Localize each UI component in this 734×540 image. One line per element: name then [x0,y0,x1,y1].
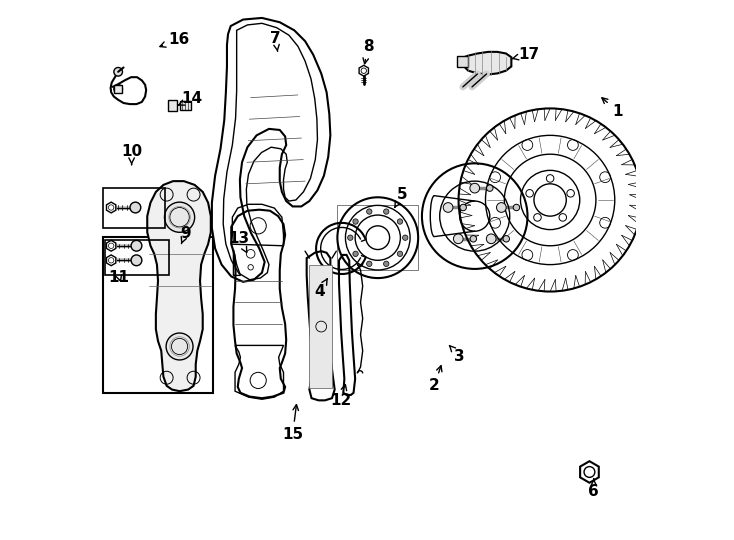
Text: 3: 3 [449,346,465,363]
Circle shape [131,240,142,251]
Text: 4: 4 [314,279,327,299]
Circle shape [460,204,466,211]
Circle shape [353,251,358,256]
Circle shape [164,202,195,232]
Circle shape [114,68,123,76]
Bar [103,187,165,228]
Circle shape [454,234,463,244]
Text: 11: 11 [109,269,130,285]
Bar [167,100,178,111]
Text: 8: 8 [363,39,374,64]
Circle shape [366,209,372,214]
Text: 12: 12 [330,384,352,408]
Text: 17: 17 [512,47,539,62]
Text: 13: 13 [229,231,250,253]
Bar [338,205,418,270]
Circle shape [384,261,389,267]
Circle shape [503,235,509,242]
Circle shape [131,255,142,266]
Circle shape [496,202,506,212]
Text: 16: 16 [160,32,189,47]
Bar [103,237,214,393]
Text: 10: 10 [121,144,142,165]
Bar [105,240,170,275]
Bar [114,85,123,93]
Text: 7: 7 [270,31,280,51]
Circle shape [130,202,141,213]
Circle shape [114,85,123,93]
Polygon shape [309,265,332,388]
Circle shape [402,235,408,240]
Circle shape [470,183,479,193]
Text: 15: 15 [282,404,303,442]
Text: 5: 5 [395,187,407,207]
Circle shape [487,234,496,244]
Circle shape [348,235,353,240]
Bar [457,56,468,68]
Bar [180,102,192,110]
Circle shape [366,261,372,267]
Circle shape [513,204,520,211]
Text: 1: 1 [602,98,622,119]
Text: 14: 14 [178,91,203,106]
Circle shape [353,219,358,224]
Circle shape [397,219,403,224]
Text: 2: 2 [429,366,442,393]
Circle shape [487,185,493,191]
Text: 6: 6 [589,479,599,500]
Polygon shape [464,52,512,75]
Circle shape [470,235,476,242]
Circle shape [166,333,193,360]
Circle shape [384,209,389,214]
Circle shape [443,202,453,212]
Polygon shape [148,181,211,391]
Circle shape [397,251,403,256]
Text: 9: 9 [180,226,191,244]
